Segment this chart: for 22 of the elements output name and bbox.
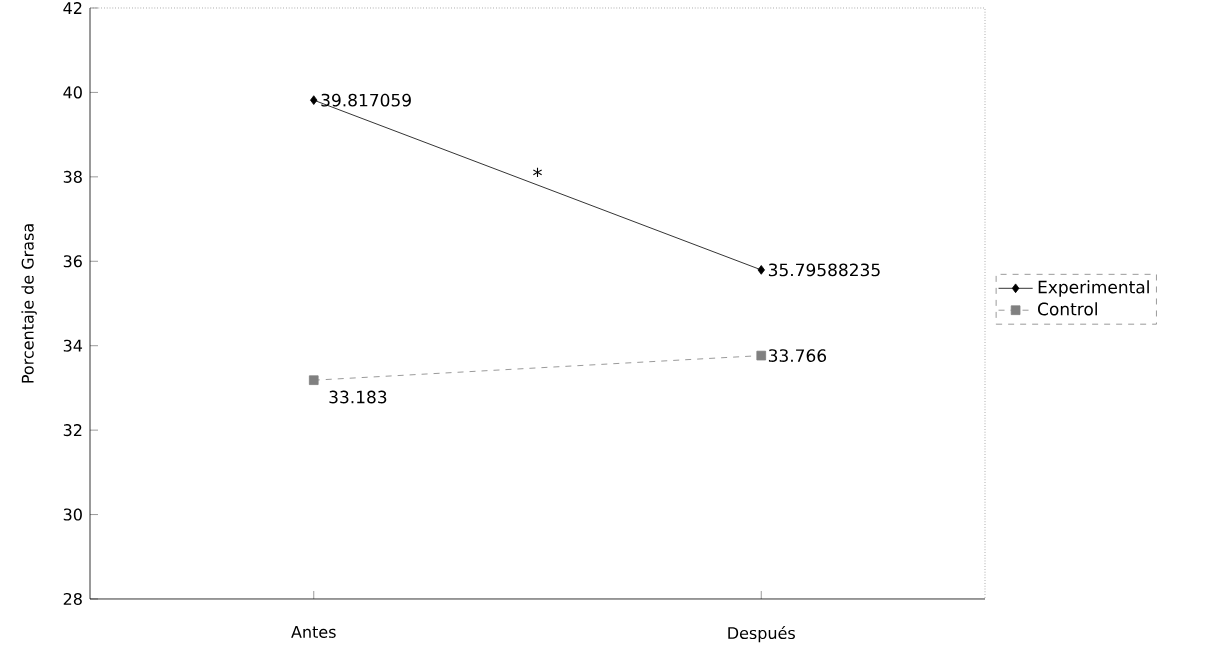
y-tick-label: 36 — [63, 255, 82, 268]
y-tick-label: 38 — [63, 170, 82, 183]
legend-label: Experimental — [1038, 280, 1149, 297]
y-axis-title: Porcentaje de Grasa — [21, 224, 37, 383]
y-tick-label: 42 — [63, 2, 82, 14]
y-tick-label: 40 — [63, 86, 82, 99]
point — [757, 265, 765, 275]
data-label: 33.766 — [768, 349, 827, 363]
y-tick-label: 28 — [63, 592, 82, 606]
legend-label: Control — [1038, 302, 1097, 316]
point — [310, 95, 318, 105]
y-tick-label: 32 — [63, 424, 82, 437]
y-tick-label: 34 — [63, 339, 83, 352]
data-label: 35.79588235 — [768, 263, 880, 277]
data-label: 33.183 — [329, 390, 387, 404]
point — [756, 350, 767, 361]
data-label: 39.817059 — [321, 93, 411, 107]
x-tick-label: Antes — [291, 626, 336, 638]
y-tick-label: 30 — [63, 508, 82, 521]
point — [308, 375, 319, 385]
annotation: * — [533, 167, 542, 177]
x-tick-label: Después — [728, 626, 795, 643]
